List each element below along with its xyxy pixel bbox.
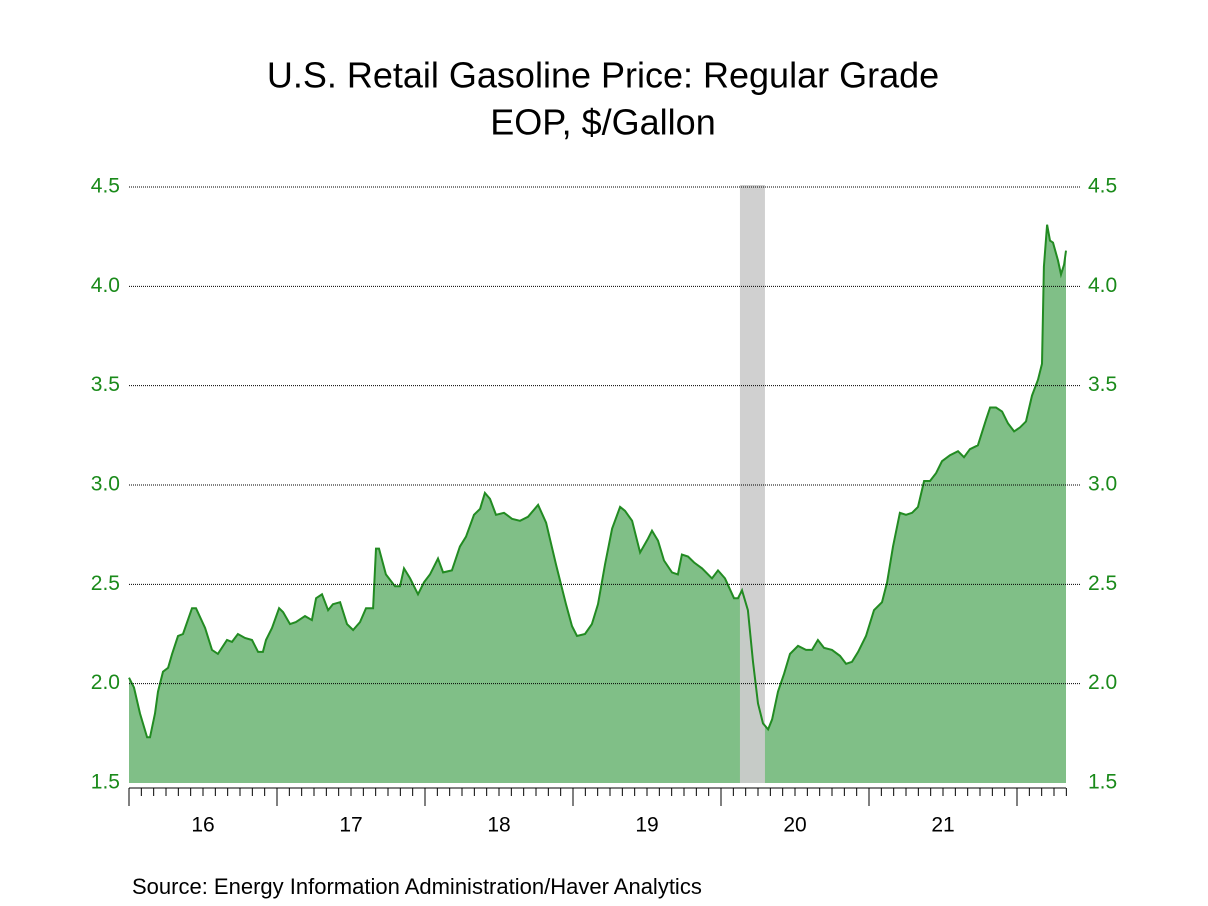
line: [128, 224, 1067, 739]
y-tick-label-right: 1.5: [1088, 771, 1117, 794]
y-tick-label-right: 4.5: [1088, 175, 1117, 198]
y-tick-label-right: 3.5: [1088, 373, 1117, 396]
area: [129, 224, 1066, 783]
y-tick-label-right: 2.0: [1088, 671, 1117, 694]
y-tick-label: 2.5: [91, 572, 120, 595]
y-tick-label-right: 2.5: [1088, 572, 1117, 595]
y-tick-label: 4.0: [91, 274, 120, 297]
x-tick-label: 16: [191, 814, 214, 837]
x-tick-label: 18: [487, 814, 510, 837]
chart-title: U.S. Retail Gasoline Price: Regular Grad…: [267, 55, 939, 96]
x-tick-label: 19: [635, 814, 658, 837]
x-tick-label: 21: [931, 814, 954, 837]
x-tick-label: 17: [339, 814, 362, 837]
y-tick-label: 3.5: [91, 373, 120, 396]
source-note: Source: Energy Information Administratio…: [132, 874, 702, 899]
y-tick-label: 4.5: [91, 175, 120, 198]
x-tick-label: 20: [783, 814, 806, 837]
chart-subtitle: EOP, $/Gallon: [490, 102, 715, 143]
y-tick-label-right: 4.0: [1088, 274, 1117, 297]
y-tick-label: 2.0: [91, 671, 120, 694]
y-tick-label: 1.5: [91, 771, 120, 794]
recession-shading: [739, 185, 765, 783]
y-tick-label: 3.0: [91, 473, 120, 496]
y-tick-label-right: 3.0: [1088, 473, 1117, 496]
